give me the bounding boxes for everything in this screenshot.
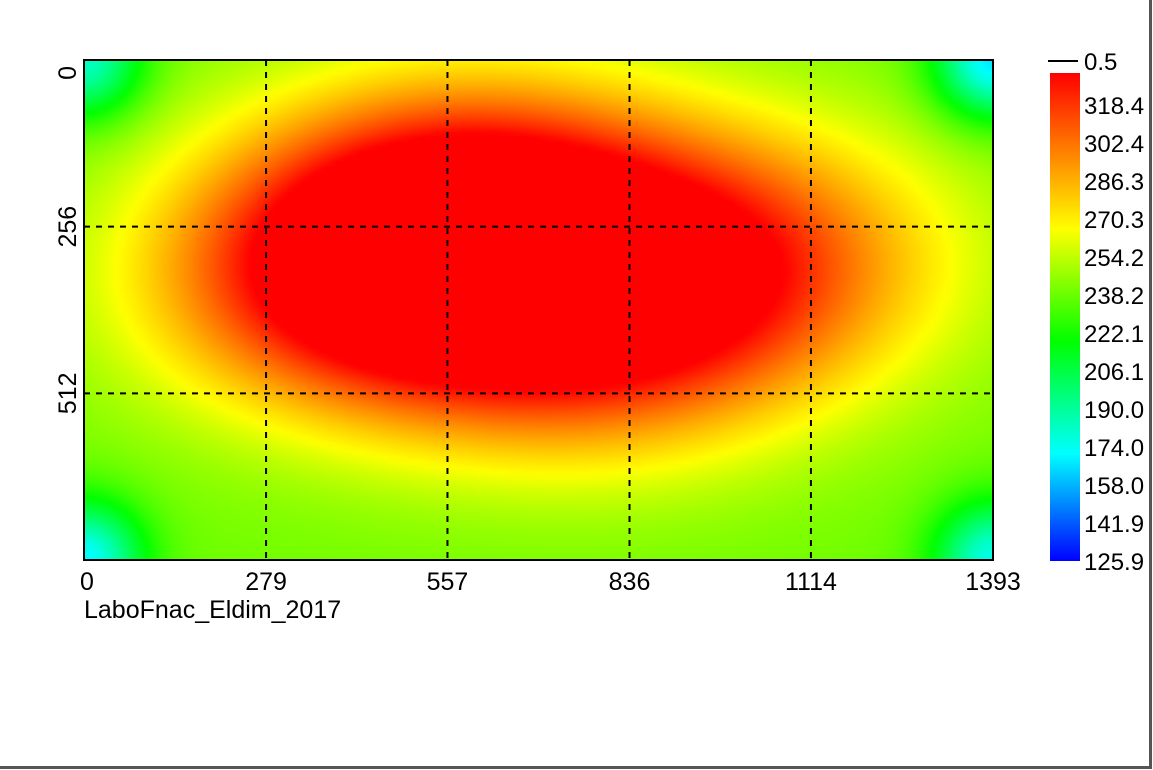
x-tick-label: 279 (245, 568, 287, 596)
colorbar: 0.5 318.4 302.4 286.3 270.3 254.2 238.2 222.1 20… (1048, 49, 1144, 576)
colorbar-label: 238.2 (1084, 283, 1144, 310)
colorbar-label: 158.0 (1084, 473, 1144, 500)
x-tick-label: 1114 (785, 568, 837, 596)
y-axis-ticks: 0 256 512 (54, 66, 82, 414)
colorbar-label: 270.3 (1084, 207, 1144, 234)
y-tick-label: 256 (54, 206, 82, 248)
plot-border (83, 59, 994, 561)
y-tick-label: 512 (54, 372, 82, 414)
plot-area (83, 59, 994, 561)
x-tick-label: 1393 (965, 568, 1021, 596)
grid-lines (84, 60, 993, 560)
x-tick-label: 836 (609, 568, 651, 596)
colorbar-label: 302.4 (1084, 131, 1144, 158)
heatmap-image (84, 60, 993, 560)
colorbar-label: 206.1 (1084, 359, 1144, 386)
x-axis-ticks: 0 279 557 836 1114 1393 (80, 568, 1021, 596)
colorbar-label: 318.4 (1084, 93, 1144, 120)
colorbar-label: 190.0 (1084, 397, 1144, 424)
x-tick-label: 0 (80, 568, 94, 596)
colorbar-label: 286.3 (1084, 169, 1144, 196)
colorbar-gradient (1050, 73, 1080, 561)
x-tick-label: 557 (427, 568, 469, 596)
colorbar-marker-label: 0.5 (1084, 49, 1117, 76)
chart-caption: LaboFnac_Eldim_2017 (84, 596, 341, 624)
colorbar-label: 141.9 (1084, 511, 1144, 538)
y-tick-label: 0 (54, 66, 82, 80)
colorbar-label: 174.0 (1084, 435, 1144, 462)
colorbar-label: 254.2 (1084, 245, 1144, 272)
colorbar-label: 222.1 (1084, 321, 1144, 348)
colorbar-label: 125.9 (1084, 549, 1144, 576)
